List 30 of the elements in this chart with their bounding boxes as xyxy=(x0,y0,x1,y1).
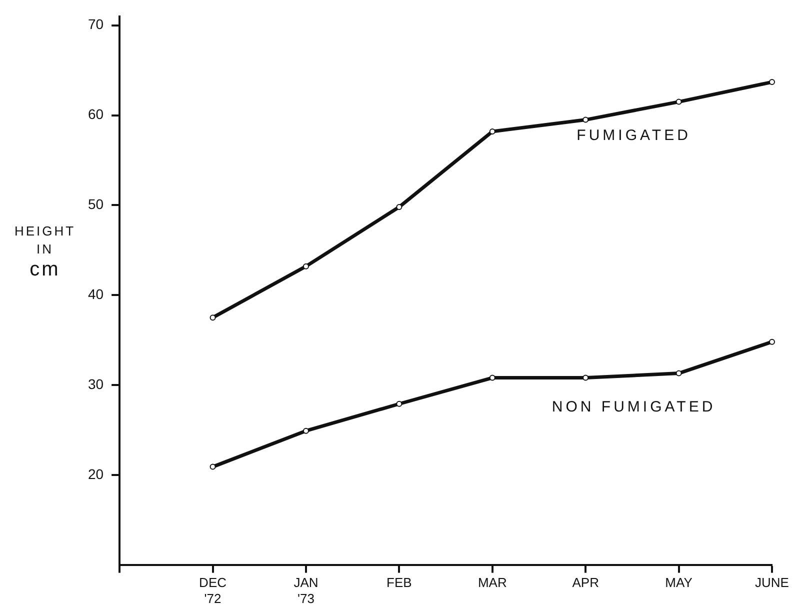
y-tick-label: 60 xyxy=(88,106,104,122)
point xyxy=(676,370,682,376)
y-tick-label: 30 xyxy=(88,376,104,392)
point xyxy=(396,400,402,407)
point xyxy=(769,79,775,86)
point xyxy=(210,464,216,470)
y-tick-label: 20 xyxy=(88,466,104,482)
x-tick-label: JUNE xyxy=(755,575,790,590)
point xyxy=(582,116,589,123)
x-tick-label: MAR xyxy=(478,575,507,590)
point xyxy=(489,128,496,134)
point xyxy=(582,374,589,381)
x-tick-label: FEB xyxy=(386,575,412,590)
x-tick-label: MAY xyxy=(665,575,693,590)
y-axis-title: HEIGHT IN cm xyxy=(14,224,76,281)
point xyxy=(210,314,216,321)
y-tick-label: 50 xyxy=(88,196,104,212)
x-tick-label: DEC '72 xyxy=(199,575,227,606)
point xyxy=(489,374,496,381)
point xyxy=(676,98,682,105)
y-tick-label: 40 xyxy=(88,286,104,302)
series-label: FUMIGATED xyxy=(576,126,691,144)
point xyxy=(396,204,402,210)
point xyxy=(302,263,309,270)
y-tick-label: 70 xyxy=(88,16,104,32)
series-label: NON FUMIGATED xyxy=(552,398,716,416)
point xyxy=(769,338,775,345)
x-tick-label: JAN '73 xyxy=(294,575,318,606)
point xyxy=(302,428,309,434)
x-tick-label: APR xyxy=(572,575,599,590)
